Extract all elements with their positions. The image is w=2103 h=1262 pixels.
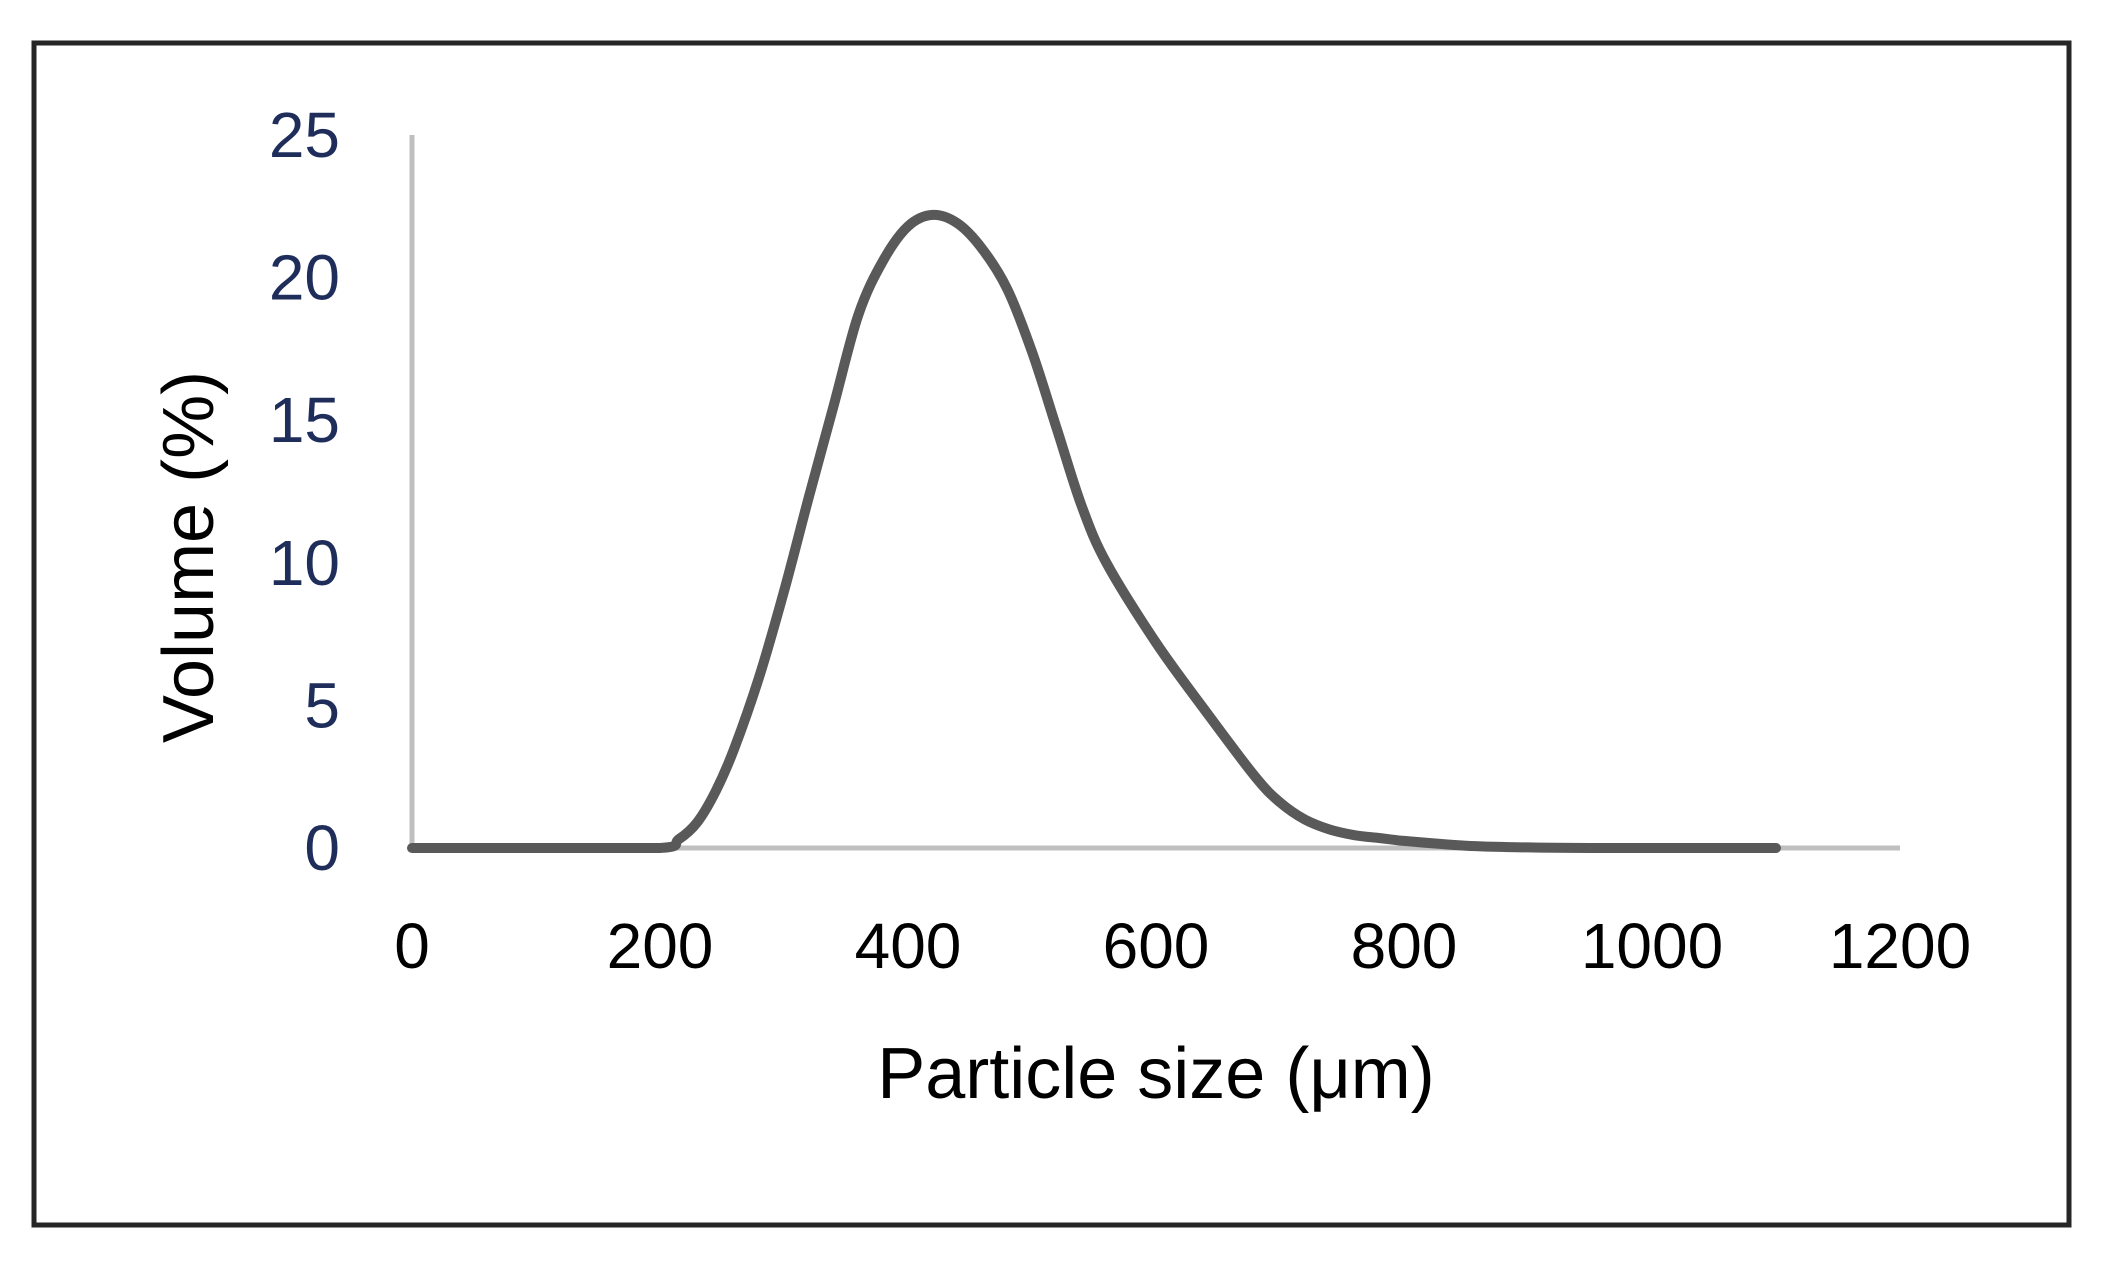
y-tick-labels: 0 5 10 15 20 25 — [269, 99, 340, 884]
y-tick-label: 10 — [269, 527, 340, 599]
y-tick-label: 0 — [304, 812, 340, 884]
x-tick-label: 400 — [855, 910, 962, 982]
x-tick-labels: 0 200 400 600 800 1000 1200 — [394, 910, 1971, 982]
y-tick-label: 25 — [269, 99, 340, 171]
x-tick-label: 200 — [607, 910, 714, 982]
x-tick-label: 1000 — [1581, 910, 1723, 982]
y-axis-title: Volume (%) — [149, 371, 229, 743]
y-tick-label: 20 — [269, 242, 340, 314]
x-axis-title: Particle size (μm) — [877, 1034, 1435, 1114]
x-tick-label: 800 — [1351, 910, 1458, 982]
chart-frame — [31, 40, 2072, 1228]
x-tick-label: 0 — [394, 910, 430, 982]
y-tick-label: 5 — [304, 669, 340, 741]
x-tick-label: 1200 — [1829, 910, 1971, 982]
volume-series-line — [407, 209, 1781, 854]
x-tick-label: 600 — [1103, 910, 1210, 982]
y-tick-label: 15 — [269, 384, 340, 456]
